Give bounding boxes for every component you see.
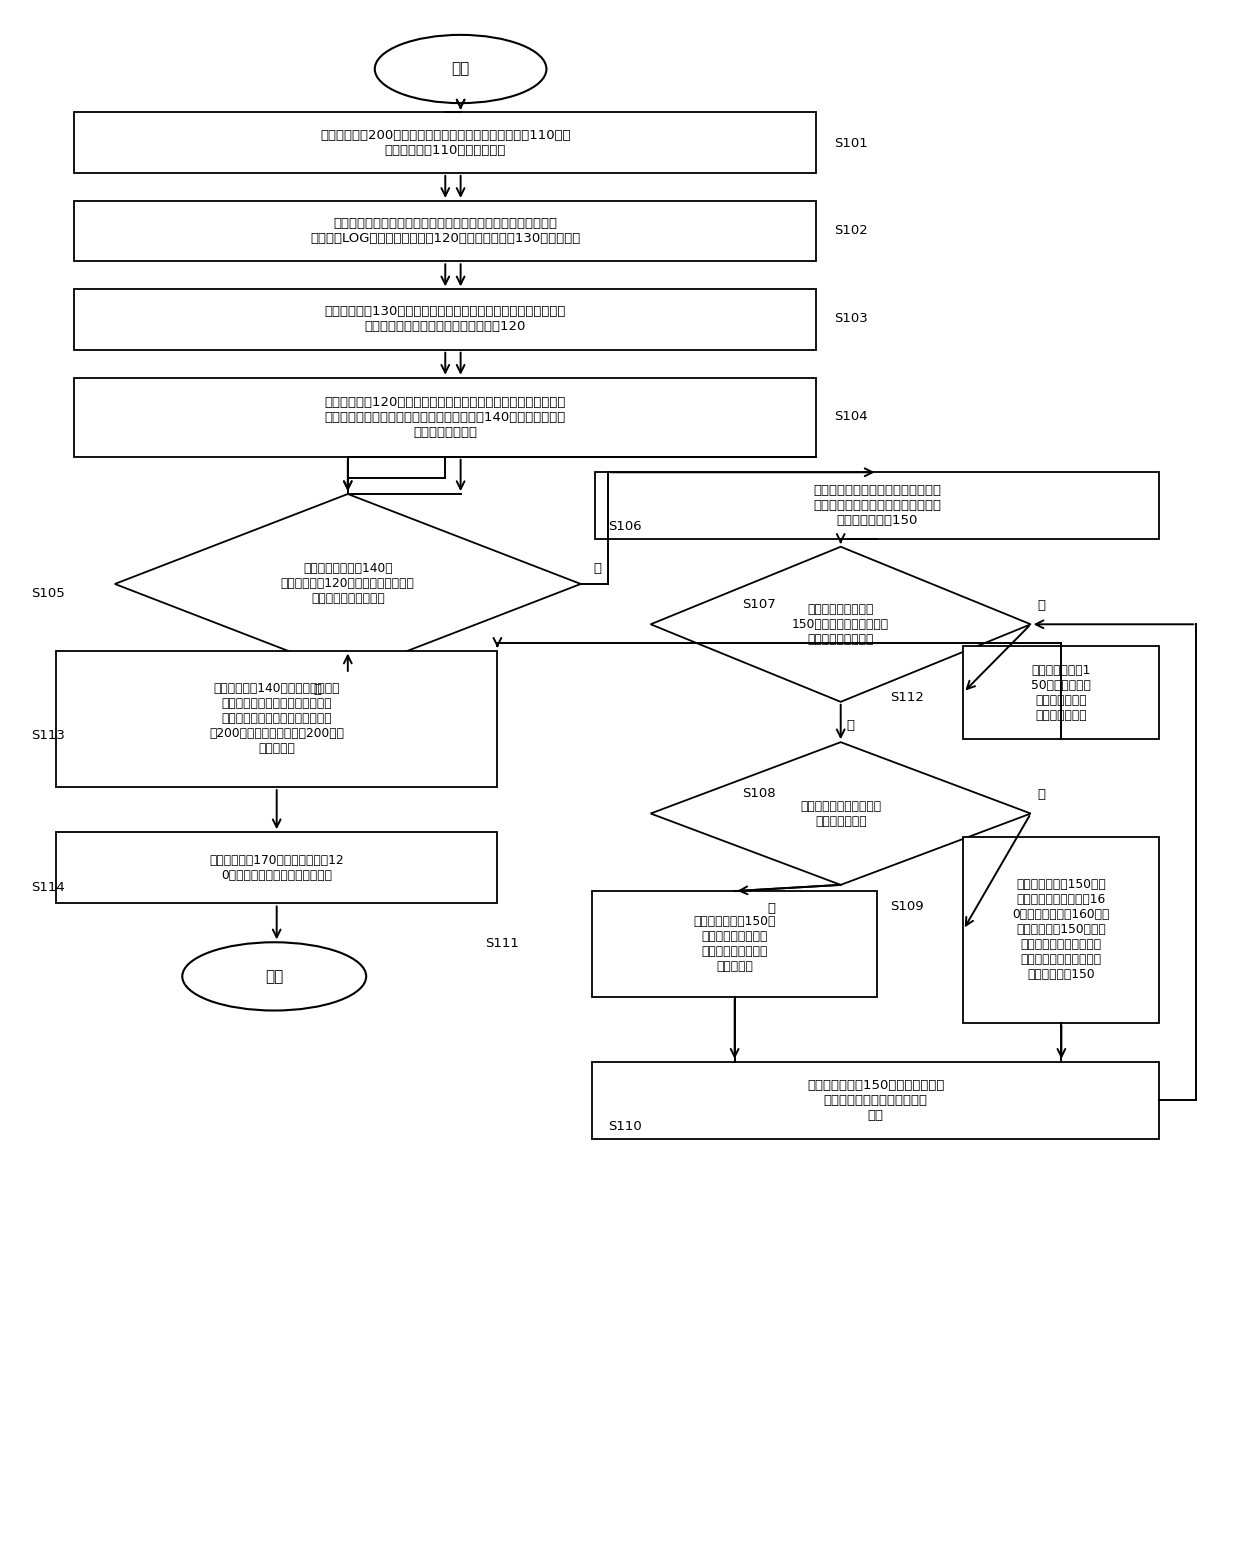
- Text: S102: S102: [835, 224, 868, 236]
- Bar: [591, 1061, 1159, 1139]
- Text: S109: S109: [890, 900, 924, 912]
- Text: 在标签打印机200开机启动时，启动命令控制符替换模块110，控
制符替换模块110进行字符置换: 在标签打印机200开机启动时，启动命令控制符替换模块110，控 制符替换模块11…: [320, 128, 570, 156]
- Text: S111: S111: [485, 937, 520, 950]
- Text: 中西文转换模块150结合字段的打印
方式将区位码置入到命令格式
串中: 中西文转换模块150结合字段的打印 方式将区位码置入到命令格式 串中: [807, 1078, 945, 1122]
- Text: S114: S114: [31, 881, 66, 895]
- Text: 判断标签格式模块140对
打印控制模块120发送的打印信息中的
所有字段是否处理完毕: 判断标签格式模块140对 打印控制模块120发送的打印信息中的 所有字段是否处理…: [281, 562, 414, 606]
- Text: 标签格式模块140将多个命令格式串
组合成驱动文本，将驱动文本发送
给与打印机终端号对应的标签打印
机200，启动该标签打印机200，开
始标签打印: 标签格式模块140将多个命令格式串 组合成驱动文本，将驱动文本发送 给与打印机终…: [210, 682, 345, 756]
- Polygon shape: [651, 742, 1030, 884]
- Text: S106: S106: [608, 520, 641, 534]
- Bar: [591, 890, 878, 997]
- Text: 在生产过程中最后一个机组的成品产出后，当收到过程控制机发
送的生产LOG时，打印控制模块120向数据抽取模块130发送标签号: 在生产过程中最后一个机组的成品产出后，当收到过程控制机发 送的生产LOG时，打印…: [310, 218, 580, 246]
- Bar: [74, 290, 816, 349]
- Bar: [963, 837, 1159, 1024]
- Text: S113: S113: [31, 729, 66, 742]
- Text: S110: S110: [608, 1121, 641, 1133]
- Text: 否: 否: [593, 562, 601, 574]
- Text: 读取当前字符，判断当前
字符是否是汉字: 读取当前字符，判断当前 字符是否是汉字: [800, 800, 882, 828]
- Bar: [74, 377, 816, 457]
- Text: 否: 否: [847, 718, 854, 731]
- Bar: [74, 113, 816, 172]
- Text: 中西文转换模块150将汉
字发送至中文转换模块16
0，中文转换模块160将中
西文转换模块150发送的
汉字转换成汉字区位码，
并将汉字区位码发送至中
西文转: 中西文转换模块150将汉 字发送至中文转换模块16 0，中文转换模块160将中 …: [1013, 878, 1110, 981]
- Text: 判断中西文转换模块
150对字段信息内容所有字
符是否逐一识别完毕: 判断中西文转换模块 150对字段信息内容所有字 符是否逐一识别完毕: [792, 603, 889, 646]
- Text: 中西文转换模块150结
合字段的打印方式将
非中文字符置入到命
令格式串中: 中西文转换模块150结 合字段的打印方式将 非中文字符置入到命 令格式串中: [693, 916, 776, 973]
- Text: S112: S112: [890, 690, 924, 704]
- Bar: [56, 833, 497, 903]
- Polygon shape: [651, 546, 1030, 701]
- Text: S101: S101: [835, 138, 868, 150]
- Text: S103: S103: [835, 313, 868, 326]
- Text: 结束: 结束: [265, 969, 284, 984]
- Text: 否: 否: [768, 901, 775, 914]
- Text: 开始: 开始: [451, 61, 470, 77]
- Bar: [595, 473, 1159, 538]
- Text: S108: S108: [743, 787, 776, 800]
- Text: 数据抽取模块130获取与标签号对应的特征信息和打印信息，将特
征信息和打印信息返回给打印控制模块120: 数据抽取模块130获取与标签号对应的特征信息和打印信息，将特 征信息和打印信息返…: [325, 305, 565, 333]
- Ellipse shape: [182, 942, 366, 1011]
- Bar: [74, 200, 816, 261]
- Text: 中西文转换模块1
50将最后得到的
命令格式串发送
到标签格式模块: 中西文转换模块1 50将最后得到的 命令格式串发送 到标签格式模块: [1032, 664, 1091, 721]
- Ellipse shape: [374, 34, 547, 103]
- Bar: [963, 646, 1159, 739]
- Text: 是: 是: [314, 682, 321, 696]
- Text: 对每个字段，对其设置打印方式，将
该字段的字段信息和打印方式发送给
中西文转换模块150: 对每个字段，对其设置打印方式，将 该字段的字段信息和打印方式发送给 中西文转换模…: [813, 484, 941, 527]
- Text: 是: 是: [1037, 789, 1045, 801]
- Text: 是: 是: [1037, 599, 1045, 612]
- Polygon shape: [115, 495, 580, 675]
- Text: 打印控制模块120通过此标签号的特征信息指定标签打印机终端号
并确定标签格式模块，向对应的标签格式模块140发送标签打印机
终端号和打印信息: 打印控制模块120通过此标签号的特征信息指定标签打印机终端号 并确定标签格式模块…: [325, 396, 565, 438]
- Text: S104: S104: [835, 410, 868, 423]
- Text: 数据记录模块170在打印控制模块12
0的控制下记录标签号的打印实绩: 数据记录模块170在打印控制模块12 0的控制下记录标签号的打印实绩: [210, 854, 343, 881]
- Text: S107: S107: [743, 598, 776, 610]
- Text: S105: S105: [31, 587, 66, 599]
- Bar: [56, 651, 497, 787]
